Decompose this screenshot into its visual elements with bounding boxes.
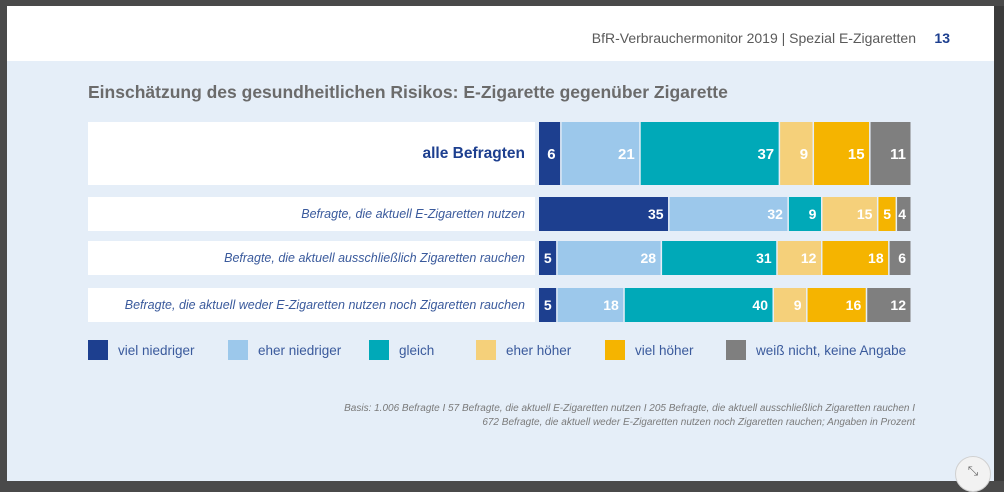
bar-value-label: 11 <box>890 146 906 163</box>
exit-fullscreen-button[interactable]: ⤡ <box>955 456 991 492</box>
bar-value-label: 12 <box>801 250 817 266</box>
bar-segment <box>878 197 896 231</box>
bar-value-label: 15 <box>848 146 865 163</box>
bar-value-label: 21 <box>618 146 635 163</box>
bar-value-label: 37 <box>757 146 774 163</box>
bar-value-label: 28 <box>641 250 657 266</box>
legend-item: viel niedriger <box>88 340 195 360</box>
bar-value-label: 35 <box>648 206 664 222</box>
bar-segment <box>867 288 911 322</box>
legend-swatch <box>228 340 248 360</box>
chart-legend: viel niedriger eher niedriger gleich eher h… <box>88 340 928 360</box>
bar-segment <box>561 122 640 185</box>
bar-value-label: 5 <box>544 250 552 266</box>
bar-segment <box>539 241 557 275</box>
bar-value-label: 9 <box>809 206 817 222</box>
legend-swatch <box>369 340 389 360</box>
bar-value-label: 16 <box>846 297 862 313</box>
bar-segment <box>557 241 661 275</box>
row-label-box: Befragte, die aktuell ausschließlich Zig… <box>88 241 535 275</box>
row-label: Befragte, die aktuell ausschließlich Zig… <box>224 251 525 265</box>
legend-item: weiß nicht, keine Angabe <box>726 340 906 360</box>
bar-value-label: 6 <box>547 146 555 163</box>
bar-segment <box>557 288 624 322</box>
bar-value-label: 15 <box>857 206 873 222</box>
page-number: 13 <box>934 30 950 46</box>
row-label: Befragte, die aktuell weder E-Zigaretten… <box>124 298 525 312</box>
legend-label: gleich <box>399 342 435 358</box>
footnote-line-2: 672 Befragte, die aktuell weder E-Zigare… <box>482 417 915 428</box>
legend-item: gleich <box>369 340 434 360</box>
bar-value-label: 4 <box>898 206 906 222</box>
bar-segment <box>814 122 870 185</box>
bar-value-label: 18 <box>603 297 619 313</box>
legend-swatch <box>726 340 746 360</box>
legend-swatch <box>605 340 625 360</box>
legend-item: viel höher <box>605 340 694 360</box>
collapse-icon: ⤡ <box>967 463 979 478</box>
bar-segment <box>807 288 866 322</box>
bar-segment <box>640 122 779 185</box>
bar-value-label: 6 <box>898 250 906 266</box>
bar-segment <box>780 122 813 185</box>
bar-segment <box>897 197 911 231</box>
bar-value-label: 9 <box>800 146 808 163</box>
bar-segment <box>539 197 669 231</box>
bar-value-label: 40 <box>752 297 768 313</box>
bar-segment <box>624 288 773 322</box>
row-label-box: alle Befragten <box>88 122 535 185</box>
legend-swatch <box>88 340 108 360</box>
scrollbar[interactable] <box>994 6 1004 481</box>
legend-label: viel niedriger <box>118 342 195 358</box>
legend-item: eher höher <box>476 340 571 360</box>
row-label-box: Befragte, die aktuell weder E-Zigaretten… <box>88 288 535 322</box>
legend-item: eher niedriger <box>228 340 341 360</box>
bar-value-label: 31 <box>756 250 772 266</box>
header-title: BfR-Verbrauchermonitor 2019 | Spezial E-… <box>591 30 916 46</box>
bar-segment <box>777 241 821 275</box>
bar-segment <box>870 122 911 185</box>
bar-segment <box>669 197 788 231</box>
legend-label: viel höher <box>635 342 694 358</box>
row-label-box: Befragte, die aktuell E-Zigaretten nutze… <box>88 197 535 231</box>
bar-segment <box>773 288 807 322</box>
bar-value-label: 32 <box>767 206 783 222</box>
bar-segment <box>539 288 557 322</box>
page-header: BfR-Verbrauchermonitor 2019 | Spezial E-… <box>7 6 994 61</box>
legend-label: eher höher <box>506 342 572 358</box>
legend-label: eher niedriger <box>258 342 342 358</box>
footnote-line-1: Basis: 1.006 Befragte I 57 Befragte, die… <box>344 403 915 414</box>
bar-segment <box>662 241 777 275</box>
chart-title: Einschätzung des gesundheitlichen Risiko… <box>88 82 728 102</box>
legend-label: weiß nicht, keine Angabe <box>756 342 907 358</box>
bar-value-label: 5 <box>544 297 552 313</box>
bar-segment <box>822 241 889 275</box>
bar-segment <box>539 122 561 185</box>
bar-value-label: 12 <box>890 297 906 313</box>
bar-value-label: 9 <box>794 297 802 313</box>
legend-swatch <box>476 340 496 360</box>
bar-segment <box>889 241 911 275</box>
bar-value-label: 5 <box>883 206 891 222</box>
row-label: Befragte, die aktuell E-Zigaretten nutze… <box>301 207 525 221</box>
row-label: alle Befragten <box>422 144 525 162</box>
bar-segment <box>788 197 821 231</box>
bar-segment <box>822 197 877 231</box>
bar-value-label: 18 <box>868 250 884 266</box>
chart-footnote: Basis: 1.006 Befragte I 57 Befragte, die… <box>215 402 915 430</box>
document-page: BfR-Verbrauchermonitor 2019 | Spezial E-… <box>7 6 994 481</box>
